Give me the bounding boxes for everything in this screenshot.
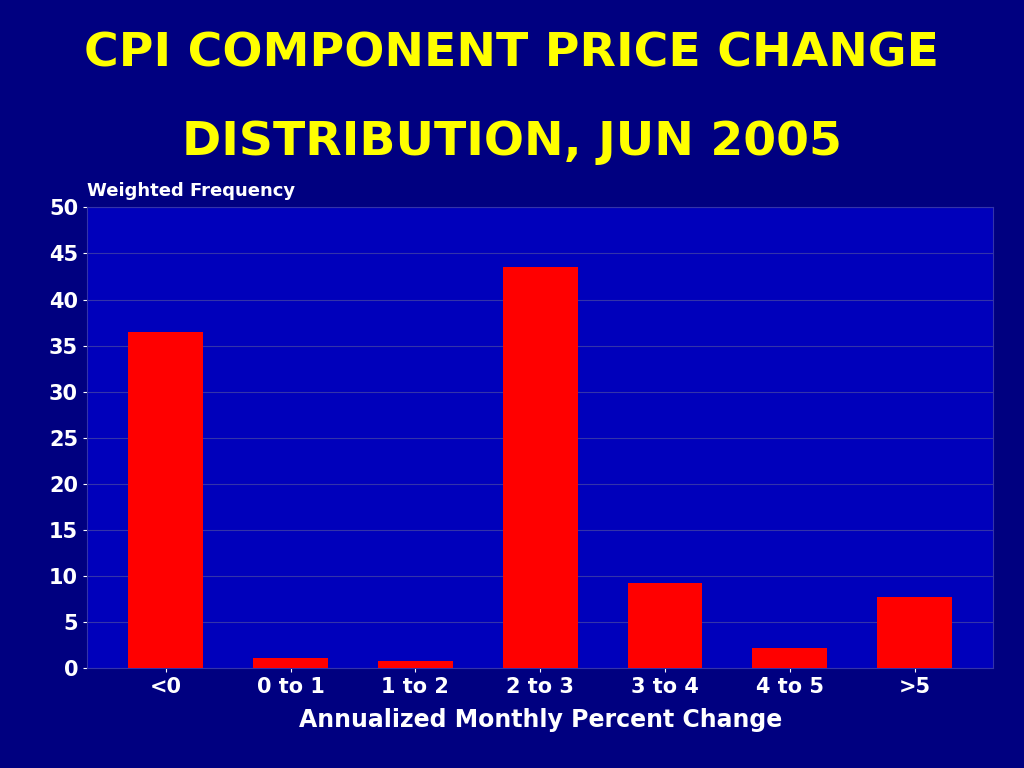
Bar (503, 267, 578, 668)
Text: DISTRIBUTION, JUN 2005: DISTRIBUTION, JUN 2005 (182, 120, 842, 164)
Bar (253, 658, 328, 668)
Bar (878, 598, 952, 668)
Text: CPI COMPONENT PRICE CHANGE: CPI COMPONENT PRICE CHANGE (85, 31, 939, 76)
Bar (378, 660, 453, 668)
Bar (128, 332, 203, 668)
Bar (753, 648, 827, 668)
Text: Weighted Frequency: Weighted Frequency (87, 182, 295, 200)
X-axis label: Annualized Monthly Percent Change: Annualized Monthly Percent Change (299, 708, 781, 733)
Bar (628, 584, 702, 668)
